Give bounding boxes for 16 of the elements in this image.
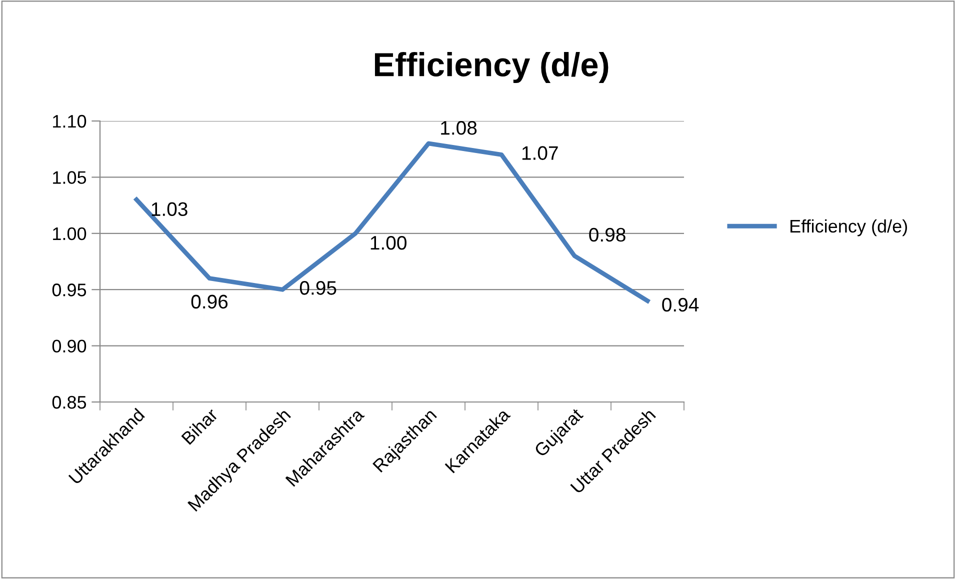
- y-tick-label: 0.85: [52, 396, 86, 409]
- data-label: 0.96: [191, 294, 228, 309]
- data-label: 0.98: [589, 228, 626, 242]
- chart-title: Efficiency (d/e): [374, 52, 608, 84]
- data-label: 1.00: [370, 236, 406, 250]
- data-label: 1.03: [152, 202, 188, 216]
- data-label: 1.08: [441, 121, 477, 135]
- legend-label: Efficiency (d/e): [790, 219, 908, 236]
- y-tick-label: 1.10: [53, 114, 86, 128]
- data-label: 0.95: [300, 281, 336, 295]
- y-tick-label: 0.95: [52, 284, 86, 296]
- data-label: 0.94: [662, 298, 699, 312]
- data-label: 1.07: [522, 146, 558, 160]
- y-tick-label: 0.90: [52, 340, 86, 353]
- y-tick-label: 1.00: [53, 227, 86, 240]
- y-tick-label: 1.05: [53, 171, 86, 184]
